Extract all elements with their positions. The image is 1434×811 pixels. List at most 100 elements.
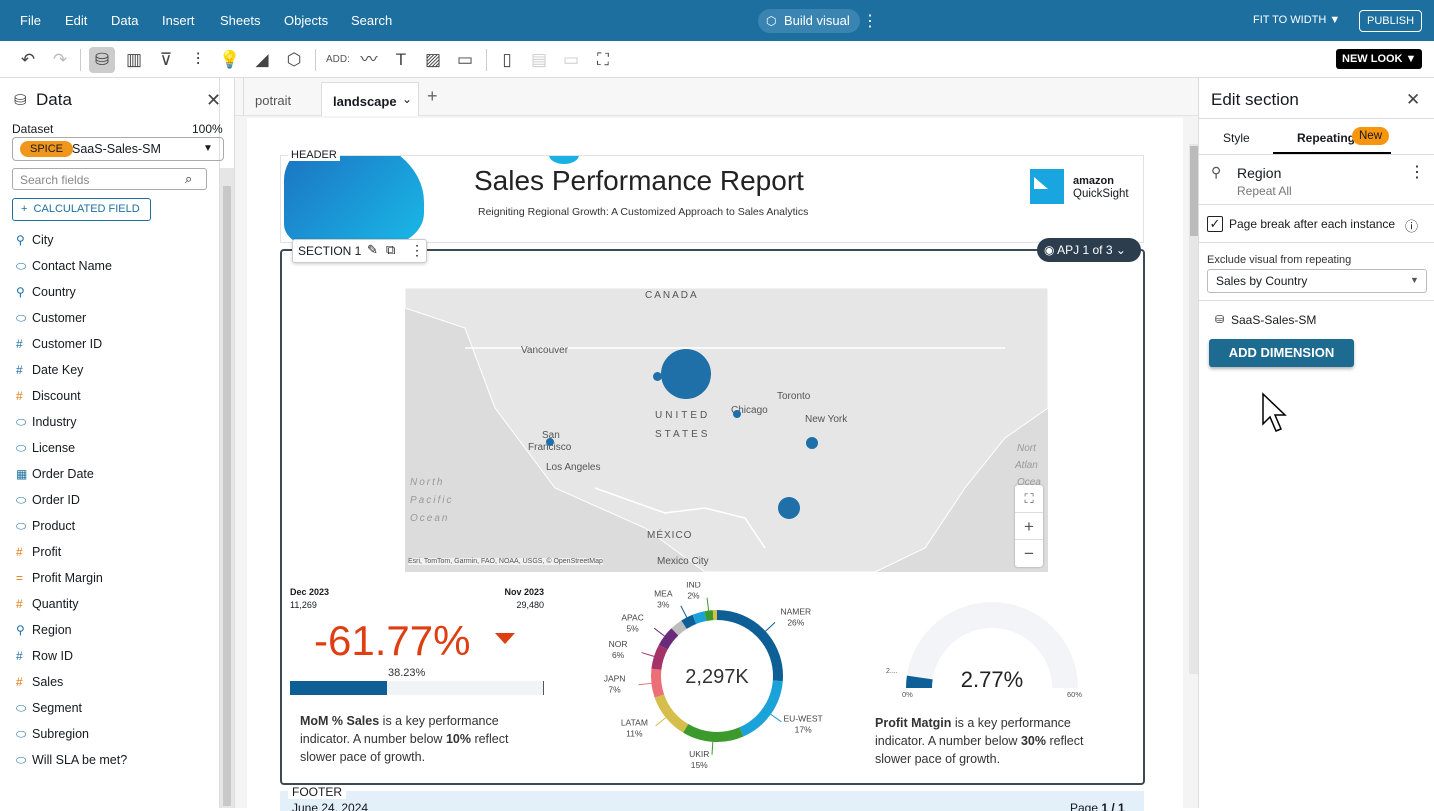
calc-field-label: CALCULATED FIELD (34, 203, 140, 215)
repeat-instance-selector[interactable]: ◉ APJ 1 of 3 ⌄ (1037, 238, 1141, 262)
search-input[interactable]: Search fields ⌕ (12, 168, 207, 190)
field-item[interactable]: ⬭Industry (16, 415, 76, 430)
field-item[interactable]: #Sales (16, 675, 63, 689)
more-icon[interactable]: ⋮ (410, 242, 424, 259)
report-title[interactable]: Sales Performance Report (474, 165, 804, 197)
tab-landscape[interactable]: landscape ⌄ (321, 82, 419, 116)
dataset-select[interactable]: SPICE SaaS-Sales-SM ▼ (12, 137, 224, 161)
sales-map[interactable]: CANADA Vancouver UNITED STATES Chicago T… (405, 288, 1048, 572)
add-visual-icon[interactable]: 〰 (356, 47, 382, 73)
chevron-down-icon[interactable]: ⌄ (402, 92, 412, 106)
map-bubble[interactable] (546, 438, 554, 446)
bar-chart-icon[interactable]: ▥ (121, 47, 147, 73)
field-item[interactable]: #Row ID (16, 649, 73, 663)
field-item[interactable]: ⬭License (16, 441, 75, 456)
filter-icon[interactable]: ⊽ (153, 47, 179, 73)
add-dimension-button[interactable]: ADD DIMENSION (1209, 339, 1354, 367)
num-dim-field-icon: # (16, 649, 32, 663)
map-bubble[interactable] (661, 349, 711, 399)
field-item[interactable]: #Profit (16, 545, 61, 559)
field-item[interactable]: ⬭Product (16, 519, 75, 534)
add-text-icon[interactable]: T (388, 47, 414, 73)
map-bubble[interactable] (653, 372, 662, 381)
field-item[interactable]: ▦Order Date (16, 467, 94, 481)
donut-slice[interactable] (684, 619, 694, 624)
field-item[interactable]: #Date Key (16, 363, 83, 377)
sliders-icon[interactable]: ⫶ (185, 47, 211, 73)
donut-slice[interactable] (694, 616, 705, 619)
field-item[interactable]: ⚲Region (16, 623, 72, 637)
zoom-out-icon[interactable]: − (1015, 539, 1043, 566)
field-item[interactable]: ⬭Contact Name (16, 259, 112, 274)
map-label: Mexico City (657, 556, 709, 567)
layout-icon[interactable]: ▯ (494, 47, 520, 73)
menu-edit[interactable]: Edit (65, 13, 87, 28)
focus-icon[interactable]: ⛶ (1015, 485, 1043, 512)
menu-insert[interactable]: Insert (162, 13, 195, 28)
tab-style[interactable]: Style (1223, 131, 1250, 145)
map-bubble[interactable] (733, 410, 741, 418)
field-item[interactable]: ⬭Segment (16, 701, 82, 716)
database-icon[interactable]: ⛁ (89, 47, 115, 73)
map-bubble[interactable] (778, 497, 800, 519)
profit-margin-gauge[interactable]: 2.77%0%60%2.... (880, 590, 1100, 700)
more-icon[interactable]: ⋮ (1409, 162, 1425, 182)
undo-icon[interactable]: ↶ (15, 47, 41, 73)
more-icon[interactable]: ⋮ (862, 11, 878, 31)
donut-slice[interactable] (656, 647, 663, 669)
duplicate-icon[interactable]: ⧉ (386, 242, 395, 258)
tab-repeating[interactable]: Repeating (1297, 131, 1355, 145)
field-item[interactable]: =Profit Margin (16, 571, 103, 585)
fit-to-width-dropdown[interactable]: FIT TO WIDTH ▼ (1253, 14, 1340, 26)
field-item[interactable]: #Discount (16, 389, 81, 403)
menu-file[interactable]: File (20, 13, 41, 28)
menu-sheets[interactable]: Sheets (220, 13, 260, 28)
scrollbar[interactable] (220, 168, 234, 808)
redo-icon[interactable]: ↷ (47, 47, 73, 73)
close-icon[interactable]: ✕ (206, 90, 221, 111)
donut-slice[interactable] (741, 681, 777, 732)
field-item[interactable]: ⬭Will SLA be met? (16, 753, 127, 768)
theme-icon[interactable]: ⬡ (281, 47, 307, 73)
field-item[interactable]: #Customer ID (16, 337, 102, 351)
donut-slice[interactable] (686, 728, 742, 737)
forecast-icon[interactable]: ◢ (249, 47, 275, 73)
fullscreen-icon[interactable]: ⛶ (590, 47, 616, 73)
add-embed-icon[interactable]: ▭ (452, 47, 478, 73)
add-sheet-icon[interactable]: + (427, 86, 438, 107)
field-label: Sales (32, 675, 63, 689)
field-item[interactable]: #Quantity (16, 597, 79, 611)
zoom-in-icon[interactable]: + (1015, 512, 1043, 539)
edit-icon[interactable]: ✎ (367, 242, 378, 258)
close-icon[interactable]: ✕ (1406, 90, 1420, 110)
field-item[interactable]: ⬭Customer (16, 311, 86, 326)
field-item[interactable]: ⚲Country (16, 285, 76, 299)
new-look-toggle[interactable]: NEW LOOK ▼ (1336, 49, 1422, 69)
donut-slice[interactable] (675, 625, 684, 632)
field-item[interactable]: ⚲City (16, 233, 54, 247)
lightbulb-icon[interactable]: 💡 (217, 47, 243, 73)
tab-potrait[interactable]: potrait (255, 93, 291, 108)
donut-slice[interactable] (705, 615, 713, 616)
donut-slice[interactable] (663, 632, 675, 647)
field-label: Discount (32, 389, 81, 403)
calculated-field-button[interactable]: + CALCULATED FIELD (12, 198, 151, 221)
field-item[interactable]: ⬭Order ID (16, 493, 80, 508)
exclude-visual-select[interactable]: Sales by Country ▼ (1207, 269, 1427, 293)
menu-data[interactable]: Data (111, 13, 138, 28)
build-visual-button[interactable]: ⬡Build visual (758, 9, 860, 33)
publish-button[interactable]: PUBLISH (1359, 10, 1422, 32)
map-bubble[interactable] (806, 437, 818, 449)
chevron-down-icon: ▼ (1410, 275, 1419, 285)
info-icon[interactable]: ⓘ (1405, 216, 1418, 235)
menu-objects[interactable]: Objects (284, 13, 328, 28)
report-subtitle[interactable]: Reigniting Regional Growth: A Customized… (478, 206, 808, 218)
add-image-icon[interactable]: ▨ (420, 47, 446, 73)
page-break-checkbox[interactable]: ✓ (1207, 216, 1223, 232)
kpi-mom-sales[interactable]: Dec 2023 11,269 Nov 2023 29,480 -61.77% … (290, 587, 546, 772)
menu-search[interactable]: Search (351, 13, 392, 28)
donut-slice[interactable] (656, 669, 659, 696)
donut-slice[interactable] (659, 696, 685, 728)
field-item[interactable]: ⬭Subregion (16, 727, 89, 742)
